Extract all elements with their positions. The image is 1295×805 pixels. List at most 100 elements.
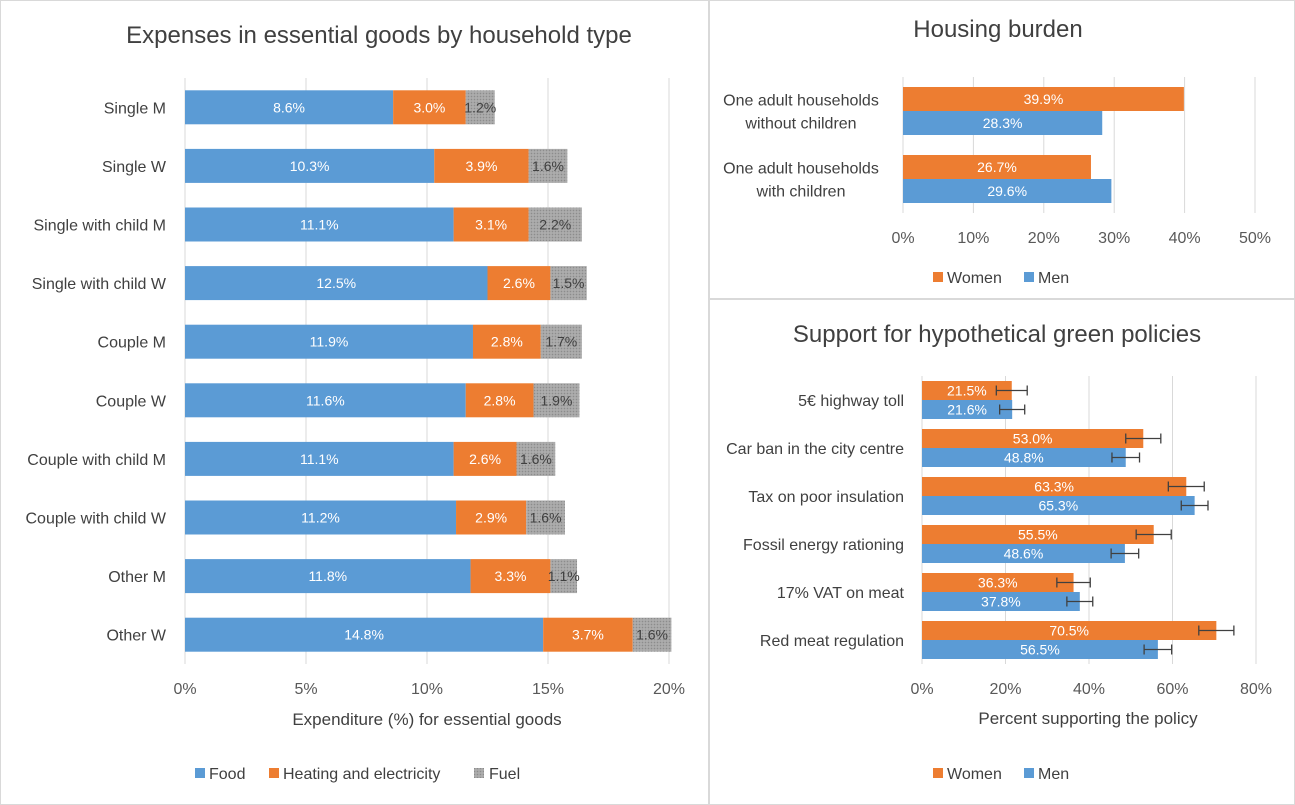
bar-heating-and-electricity — [434, 148, 529, 183]
data-label: 3.1% — [475, 217, 507, 233]
legend-swatch-men — [1024, 272, 1034, 282]
bar-women — [922, 429, 1144, 448]
bar-heating-and-electricity — [487, 266, 551, 301]
x-tick-label: 0% — [173, 681, 196, 698]
bar-women — [922, 525, 1154, 544]
bar-food — [185, 148, 435, 183]
bar-women — [922, 381, 1012, 400]
bar-food — [185, 383, 466, 418]
bar-fuel — [465, 90, 495, 125]
data-label: 21.6% — [947, 402, 987, 418]
bar-food — [185, 441, 454, 476]
data-label: 2.9% — [475, 510, 507, 526]
bar-fuel — [533, 383, 580, 418]
data-label: 12.5% — [316, 275, 356, 291]
category-label: Single M — [104, 100, 166, 117]
data-label: 14.8% — [344, 627, 384, 643]
bar-heating-and-electricity — [453, 207, 529, 242]
x-tick-label: 10% — [957, 230, 989, 247]
x-tick-label: 50% — [1239, 230, 1271, 247]
bar-fuel — [540, 324, 582, 359]
legend-label-women: Women — [947, 766, 1002, 783]
bar-fuel — [528, 207, 582, 242]
category-label: Fossil energy rationing — [743, 537, 904, 554]
housing-title: Housing burden — [913, 16, 1082, 43]
data-label: 2.6% — [503, 275, 535, 291]
bar-heating-and-electricity — [543, 617, 633, 652]
bar-women — [903, 155, 1091, 179]
category-label: Couple W — [96, 393, 167, 410]
data-label: 11.1% — [300, 217, 339, 233]
bar-food — [185, 500, 457, 535]
x-tick-label: 20% — [1028, 230, 1060, 247]
bar-heating-and-electricity — [453, 441, 517, 476]
category-label: Tax on poor insulation — [748, 489, 904, 506]
support-legend: Women Men — [933, 766, 1069, 783]
legend-label-women: Women — [947, 270, 1002, 287]
data-label: 11.9% — [310, 334, 349, 350]
expenses-bars: 8.6% 3.0% 1.2% 10.3% 3.9% 1.6% 11.1% 3.1% 2.2% 12… — [185, 90, 672, 652]
data-label: 1.6% — [636, 627, 668, 643]
bar-fuel — [550, 559, 578, 594]
data-label: 11.2% — [301, 510, 340, 526]
expenses-category-labels: Single M Single W Single with child M Singl… — [26, 100, 167, 644]
data-label: 11.8% — [308, 568, 347, 584]
data-label: 2.8% — [491, 334, 523, 350]
support-gridlines — [921, 376, 1257, 664]
x-tick-label: 20% — [989, 681, 1021, 698]
data-label: 2.8% — [484, 392, 516, 408]
x-tick-label: 0% — [891, 230, 914, 247]
legend-swatch-women — [933, 768, 943, 778]
bar-fuel — [516, 441, 556, 476]
support-category-labels: 5€ highway toll Car ban in the city centr… — [726, 393, 904, 650]
data-label: 1.6% — [532, 158, 564, 174]
bar-food — [185, 559, 471, 594]
bar-women — [922, 573, 1074, 592]
bar-men — [903, 111, 1103, 135]
bar-women — [903, 87, 1184, 111]
legend-label-fuel: Fuel — [489, 766, 520, 783]
expenses-title: Expenses in essential goods by household… — [126, 22, 632, 49]
data-label: 10.3% — [290, 158, 330, 174]
bar-heating-and-electricity — [465, 383, 534, 418]
category-label: 5€ highway toll — [798, 393, 904, 410]
support-xlabel: Percent supporting the policy — [978, 709, 1198, 728]
data-label: 3.0% — [413, 99, 445, 115]
x-tick-label: 5% — [294, 681, 317, 698]
x-tick-label: 40% — [1169, 230, 1201, 247]
data-label: 11.6% — [306, 392, 345, 408]
category-label: without children — [744, 116, 856, 133]
x-tick-label: 80% — [1240, 681, 1272, 698]
legend-label-men: Men — [1038, 270, 1069, 287]
data-label: 48.8% — [1004, 450, 1044, 466]
data-label: 36.3% — [978, 575, 1018, 591]
bar-heating-and-electricity — [456, 500, 527, 535]
bar-heating-and-electricity — [470, 559, 551, 594]
category-label: 17% VAT on meat — [777, 585, 905, 602]
expenses-legend: Food Heating and electricity Fuel — [195, 766, 520, 783]
bar-fuel — [632, 617, 672, 652]
legend-label-men: Men — [1038, 766, 1069, 783]
category-label: Other W — [106, 628, 166, 645]
data-label: 48.6% — [1004, 546, 1044, 562]
data-label: 53.0% — [1013, 431, 1053, 447]
legend-swatch-fuel — [474, 768, 484, 778]
bar-food — [185, 90, 394, 125]
expenses-chart: Expenses in essential goods by household… — [26, 22, 686, 783]
category-label: Couple M — [98, 335, 166, 352]
expenses-tick-labels: 0% 5% 10% 15% 20% — [173, 681, 685, 698]
data-label: 11.1% — [300, 451, 339, 467]
data-label: 1.6% — [530, 510, 562, 526]
bar-fuel — [528, 148, 568, 183]
x-tick-label: 10% — [411, 681, 443, 698]
x-tick-label: 20% — [653, 681, 685, 698]
data-label: 55.5% — [1018, 527, 1058, 543]
category-label: Couple with child W — [26, 511, 167, 528]
housing-category-labels: One adult households without children One … — [723, 93, 879, 201]
legend-label-food: Food — [209, 766, 245, 783]
x-tick-label: 0% — [910, 681, 933, 698]
data-label: 28.3% — [983, 115, 1023, 131]
bar-food — [185, 207, 454, 242]
bar-food — [185, 324, 473, 359]
